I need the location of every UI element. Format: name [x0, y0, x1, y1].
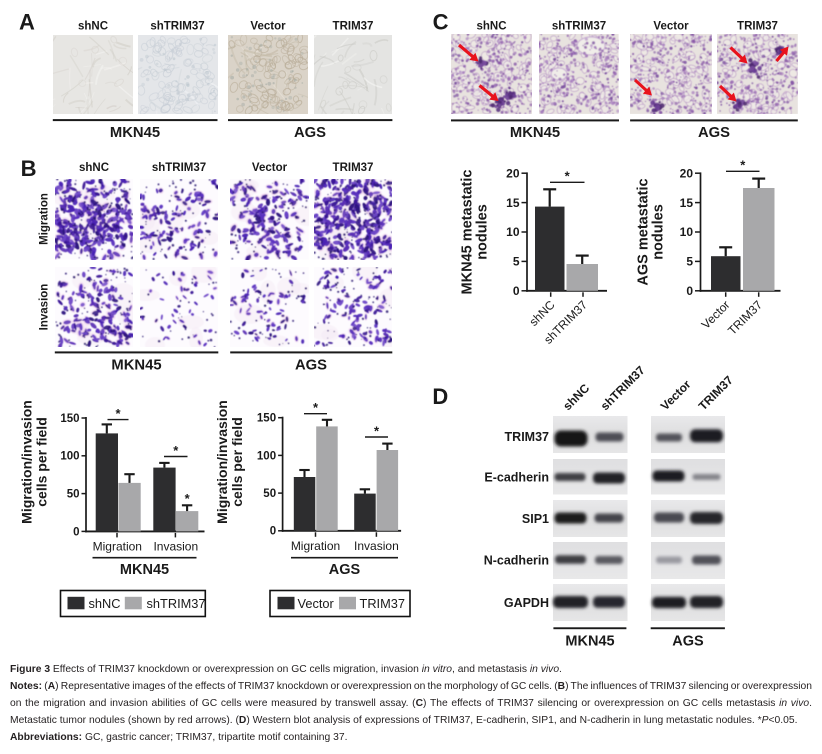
svg-text:Migration/invasion: Migration/invasion: [19, 400, 35, 524]
svg-text:nodules: nodules: [475, 204, 491, 260]
svg-text:*: *: [173, 443, 179, 458]
svg-text:SIP1: SIP1: [522, 512, 549, 526]
svg-text:MKN45: MKN45: [510, 125, 560, 141]
svg-text:shNC: shNC: [89, 596, 121, 611]
svg-text:Vector: Vector: [658, 377, 694, 413]
svg-text:50: 50: [263, 488, 276, 500]
svg-text:shNC: shNC: [560, 381, 592, 413]
svg-text:Migration/invasion: Migration/invasion: [214, 400, 230, 524]
svg-text:TRIM37: TRIM37: [333, 162, 374, 174]
svg-text:Vector: Vector: [653, 21, 689, 33]
svg-text:*: *: [185, 491, 191, 506]
svg-text:TRIM37: TRIM37: [505, 430, 550, 444]
svg-text:Migration: Migration: [93, 539, 142, 553]
svg-text:Invasion: Invasion: [354, 539, 399, 553]
svg-text:*: *: [740, 157, 746, 172]
svg-text:150: 150: [257, 413, 276, 425]
svg-text:A: A: [19, 10, 35, 35]
svg-text:MKN45: MKN45: [110, 125, 160, 141]
svg-text:15: 15: [506, 196, 520, 210]
svg-text:0: 0: [686, 284, 693, 298]
svg-text:100: 100: [60, 451, 79, 463]
svg-text:AGS: AGS: [672, 634, 704, 650]
svg-text:150: 150: [60, 413, 79, 425]
svg-text:MKN45 metastatic: MKN45 metastatic: [460, 170, 476, 295]
svg-text:*: *: [374, 424, 380, 439]
svg-text:shNC: shNC: [78, 21, 108, 33]
svg-text:shTRIM37: shTRIM37: [150, 21, 204, 33]
svg-text:Vector: Vector: [252, 162, 288, 174]
svg-text:5: 5: [686, 255, 693, 269]
svg-text:MKN45: MKN45: [565, 634, 614, 650]
svg-text:MKN45: MKN45: [111, 358, 161, 374]
svg-text:20: 20: [680, 166, 694, 180]
svg-text:AGS: AGS: [294, 125, 326, 141]
svg-text:TRIM37: TRIM37: [737, 21, 778, 33]
svg-text:E-cadherin: E-cadherin: [484, 471, 549, 485]
svg-text:cells per field: cells per field: [229, 417, 245, 506]
svg-text:TRIM37: TRIM37: [360, 596, 406, 611]
svg-text:GAPDH: GAPDH: [504, 596, 549, 610]
svg-text:cells per field: cells per field: [34, 417, 50, 506]
svg-text:shTRIM37: shTRIM37: [552, 21, 606, 33]
svg-text:Invasion: Invasion: [39, 284, 51, 331]
svg-text:10: 10: [680, 225, 694, 239]
svg-text:N-cadherin: N-cadherin: [484, 554, 549, 568]
svg-text:D: D: [432, 384, 448, 409]
svg-text:*: *: [313, 400, 319, 415]
svg-text:100: 100: [257, 450, 276, 462]
svg-text:nodules: nodules: [651, 204, 667, 260]
svg-text:Invasion: Invasion: [153, 539, 198, 553]
svg-text:Migration: Migration: [39, 193, 51, 245]
svg-text:C: C: [433, 10, 449, 35]
svg-text:MKN45: MKN45: [120, 562, 169, 578]
svg-text:TRIM37: TRIM37: [333, 21, 374, 33]
svg-text:AGS: AGS: [698, 125, 730, 141]
svg-text:TRIM37: TRIM37: [696, 373, 736, 413]
svg-text:0: 0: [270, 526, 276, 538]
svg-text:shTRIM37: shTRIM37: [152, 162, 206, 174]
svg-text:shTRIM37: shTRIM37: [147, 596, 206, 611]
svg-text:Migration: Migration: [291, 539, 340, 553]
svg-text:*: *: [115, 406, 121, 421]
svg-text:0: 0: [73, 526, 79, 538]
svg-text:15: 15: [680, 196, 694, 210]
svg-text:10: 10: [506, 225, 520, 239]
svg-text:AGS metastatic: AGS metastatic: [636, 178, 652, 285]
svg-text:shNC: shNC: [476, 21, 506, 33]
svg-text:50: 50: [67, 489, 80, 501]
svg-text:Vector: Vector: [250, 21, 286, 33]
svg-text:5: 5: [513, 255, 520, 269]
svg-text:shTRIM37: shTRIM37: [598, 363, 648, 413]
svg-text:20: 20: [506, 166, 520, 180]
svg-text:AGS: AGS: [295, 358, 327, 374]
svg-text:shNC: shNC: [79, 162, 109, 174]
svg-text:Vector: Vector: [298, 596, 335, 611]
svg-text:TRIM37: TRIM37: [725, 298, 765, 338]
svg-text:0: 0: [513, 284, 520, 298]
svg-text:AGS: AGS: [329, 562, 361, 578]
svg-text:*: *: [565, 168, 571, 183]
svg-text:B: B: [21, 156, 37, 181]
